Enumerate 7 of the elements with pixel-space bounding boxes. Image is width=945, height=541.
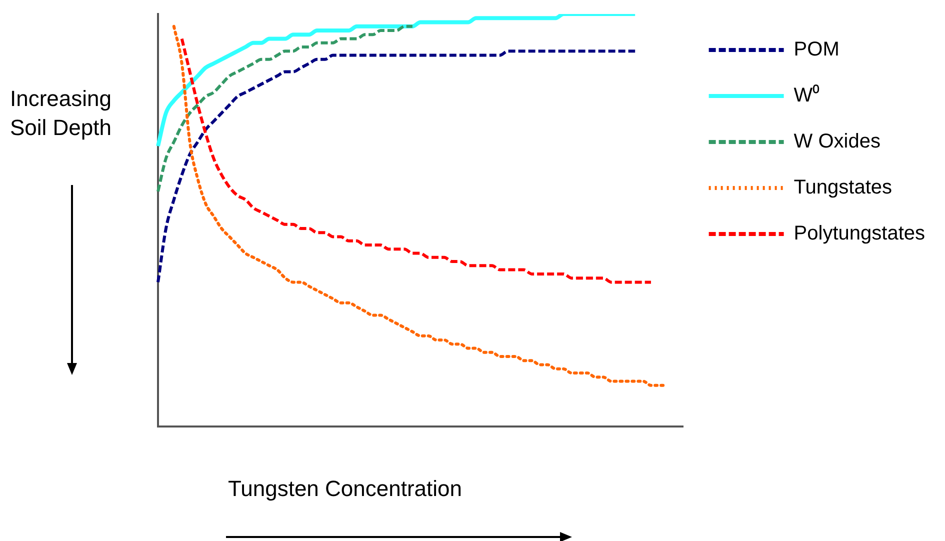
legend-label: Polytungstates [794, 222, 926, 245]
legend-label: POM [794, 38, 840, 61]
legend-label: Tungstates [794, 176, 892, 199]
y-axis-title: Increasing Soil Depth [10, 85, 113, 142]
legend-label: W⁰ [794, 84, 820, 107]
x-axis-title: Tungsten Concentration [228, 475, 462, 503]
legend-label: W Oxides [794, 130, 880, 153]
